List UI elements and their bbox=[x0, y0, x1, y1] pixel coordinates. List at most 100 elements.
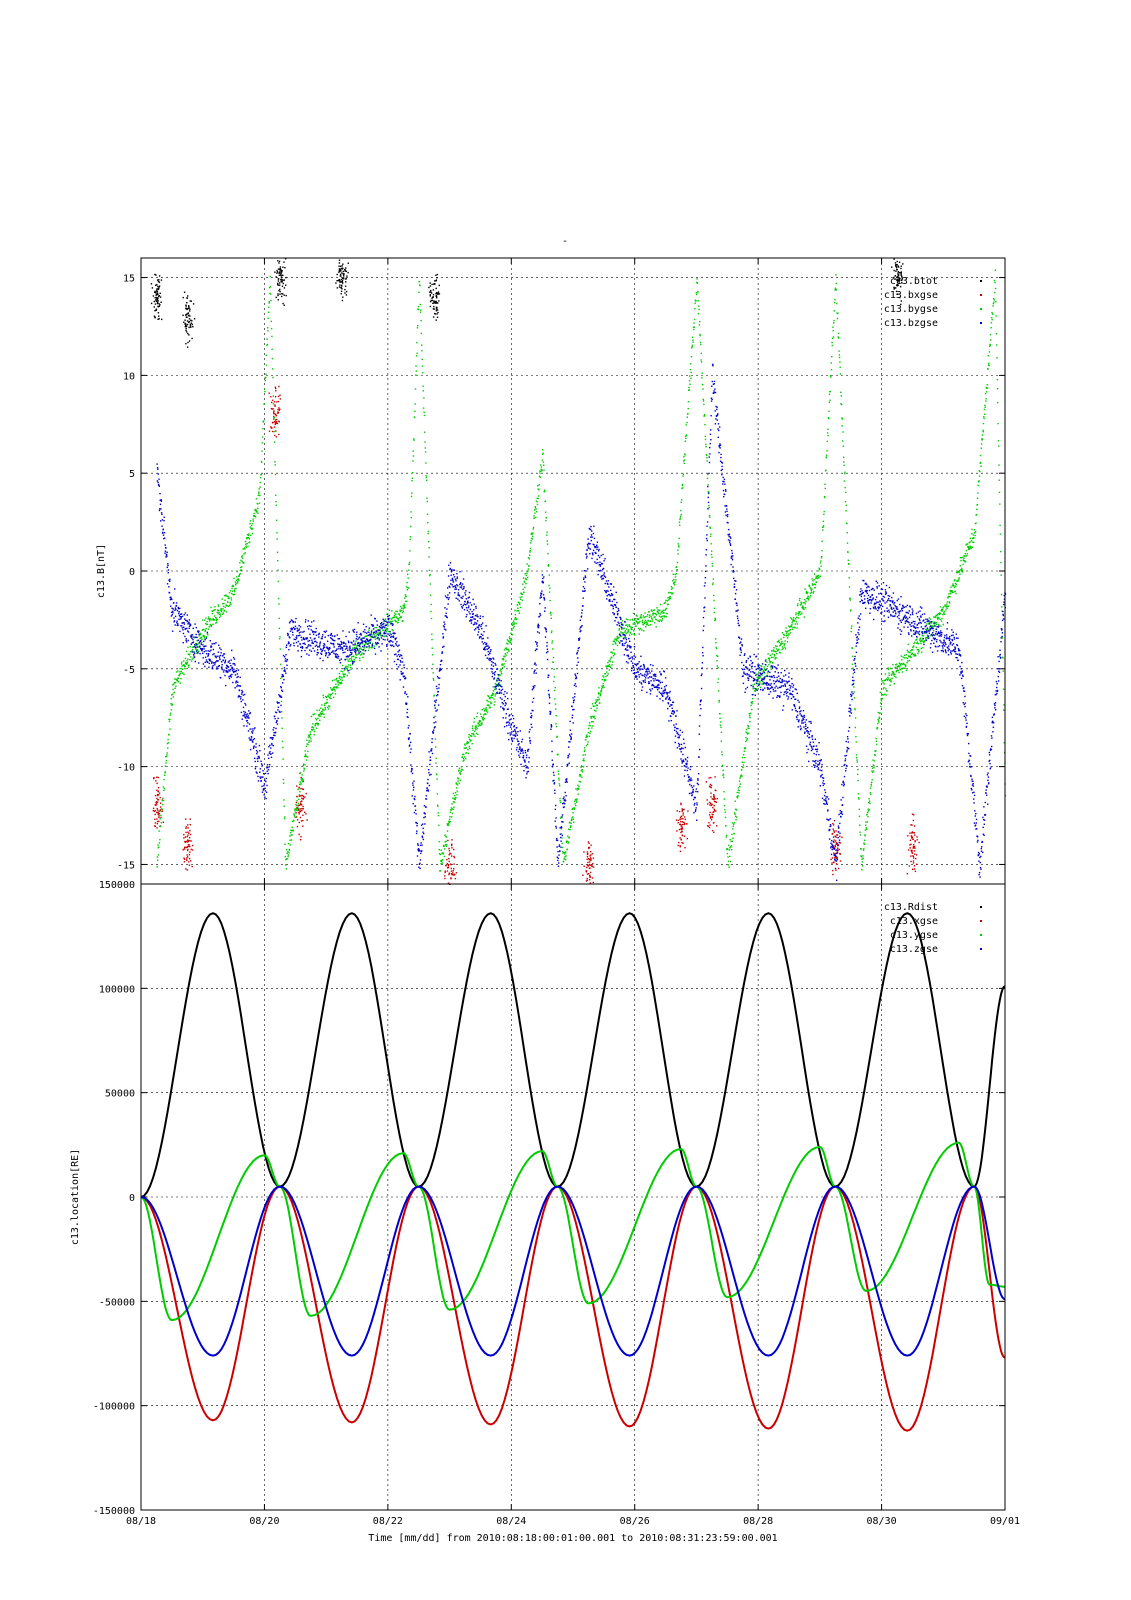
bygse-point bbox=[881, 694, 883, 696]
bzgse-point bbox=[208, 658, 210, 660]
bygse-point bbox=[264, 390, 266, 393]
btot-point bbox=[276, 271, 279, 273]
bygse-point bbox=[887, 678, 890, 680]
btot-point bbox=[433, 302, 435, 304]
bygse-point bbox=[769, 660, 771, 662]
bzgse-point bbox=[203, 651, 206, 653]
btot-point bbox=[158, 315, 160, 317]
bxgse-point bbox=[912, 862, 915, 864]
bzgse-point bbox=[201, 648, 203, 651]
bygse-point bbox=[709, 526, 711, 528]
bygse-point bbox=[317, 722, 320, 725]
bygse-point bbox=[609, 665, 611, 668]
bygse-point bbox=[354, 642, 356, 644]
bygse-point bbox=[530, 540, 532, 542]
bygse-point bbox=[364, 635, 367, 637]
bzgse-point bbox=[285, 660, 288, 662]
bygse-point bbox=[719, 713, 721, 715]
bygse-point bbox=[190, 660, 193, 662]
bygse-point bbox=[635, 625, 637, 627]
bygse-point bbox=[408, 563, 410, 566]
bygse-point bbox=[911, 652, 913, 654]
bzgse-point bbox=[204, 639, 206, 641]
bygse-point bbox=[282, 758, 284, 760]
bxgse-point bbox=[156, 803, 158, 805]
bygse-point bbox=[895, 664, 897, 666]
bygse-point bbox=[785, 632, 788, 634]
bxgse-point bbox=[592, 863, 594, 865]
bygse-point bbox=[210, 606, 212, 609]
bzgse-point bbox=[358, 652, 360, 654]
bygse-point bbox=[855, 736, 857, 738]
bygse-point bbox=[980, 447, 982, 449]
bygse-point bbox=[511, 628, 513, 630]
bxgse-point bbox=[296, 785, 298, 787]
bygse-point bbox=[735, 819, 737, 821]
bygse-point bbox=[382, 629, 384, 631]
bygse-point bbox=[201, 642, 203, 644]
bygse-point bbox=[519, 606, 522, 609]
bygse-point bbox=[160, 814, 162, 817]
bygse-point bbox=[513, 623, 515, 626]
bygse-point bbox=[178, 674, 180, 677]
bygse-point bbox=[287, 850, 289, 853]
bygse-point bbox=[903, 667, 905, 669]
bzgse-point bbox=[242, 706, 245, 709]
bzgse-point bbox=[231, 649, 233, 652]
bygse-point bbox=[949, 596, 951, 598]
bygse-point bbox=[358, 647, 361, 650]
bygse-point bbox=[646, 623, 649, 625]
bzgse-point bbox=[324, 631, 327, 633]
bygse-point bbox=[171, 694, 173, 696]
bygse-point bbox=[476, 716, 478, 718]
bygse-point bbox=[487, 704, 490, 706]
btot-point bbox=[191, 320, 193, 322]
bygse-point bbox=[240, 569, 242, 571]
bygse-point bbox=[323, 704, 326, 706]
bygse-point bbox=[789, 632, 792, 634]
bygse-point bbox=[253, 512, 255, 515]
bzgse-point bbox=[330, 642, 332, 644]
bygse-point bbox=[263, 403, 265, 405]
bzgse-point bbox=[296, 635, 298, 637]
bygse-point bbox=[199, 634, 201, 636]
bygse-point bbox=[501, 663, 503, 665]
btot-point bbox=[281, 280, 283, 282]
bzgse-point bbox=[340, 658, 342, 660]
bzgse-point bbox=[290, 644, 292, 646]
btot-point bbox=[277, 284, 279, 286]
bygse-point bbox=[344, 668, 347, 670]
bzgse-point bbox=[187, 631, 190, 633]
bygse-point bbox=[648, 624, 650, 626]
bygse-point bbox=[534, 512, 536, 514]
bygse-point bbox=[825, 469, 827, 471]
bygse-point bbox=[784, 640, 786, 642]
bygse-point bbox=[928, 617, 931, 619]
bygse-point bbox=[470, 739, 472, 742]
bygse-point bbox=[197, 650, 199, 652]
bzgse-point bbox=[209, 640, 211, 642]
bzgse-point bbox=[212, 648, 215, 651]
btot-point bbox=[899, 296, 901, 299]
bzgse-point bbox=[365, 626, 367, 628]
bygse-point bbox=[582, 766, 585, 768]
bygse-point bbox=[567, 841, 570, 843]
bxgse-point bbox=[833, 861, 835, 864]
bygse-point bbox=[215, 619, 217, 622]
bygse-point bbox=[282, 778, 285, 781]
bygse-point bbox=[820, 557, 823, 559]
bygse-point bbox=[818, 577, 820, 579]
bxgse-point bbox=[156, 794, 159, 796]
bzgse-point bbox=[255, 743, 257, 745]
bzgse-point bbox=[257, 780, 260, 782]
bxgse-point bbox=[156, 811, 158, 814]
bygse-point bbox=[860, 855, 862, 857]
bygse-point bbox=[932, 630, 935, 632]
bygse-point bbox=[989, 333, 992, 336]
bygse-point bbox=[955, 583, 957, 586]
bygse-point bbox=[651, 620, 654, 622]
bygse-point bbox=[651, 610, 653, 612]
bygse-point bbox=[307, 750, 309, 753]
bygse-point bbox=[728, 866, 730, 868]
bygse-point bbox=[267, 330, 269, 332]
